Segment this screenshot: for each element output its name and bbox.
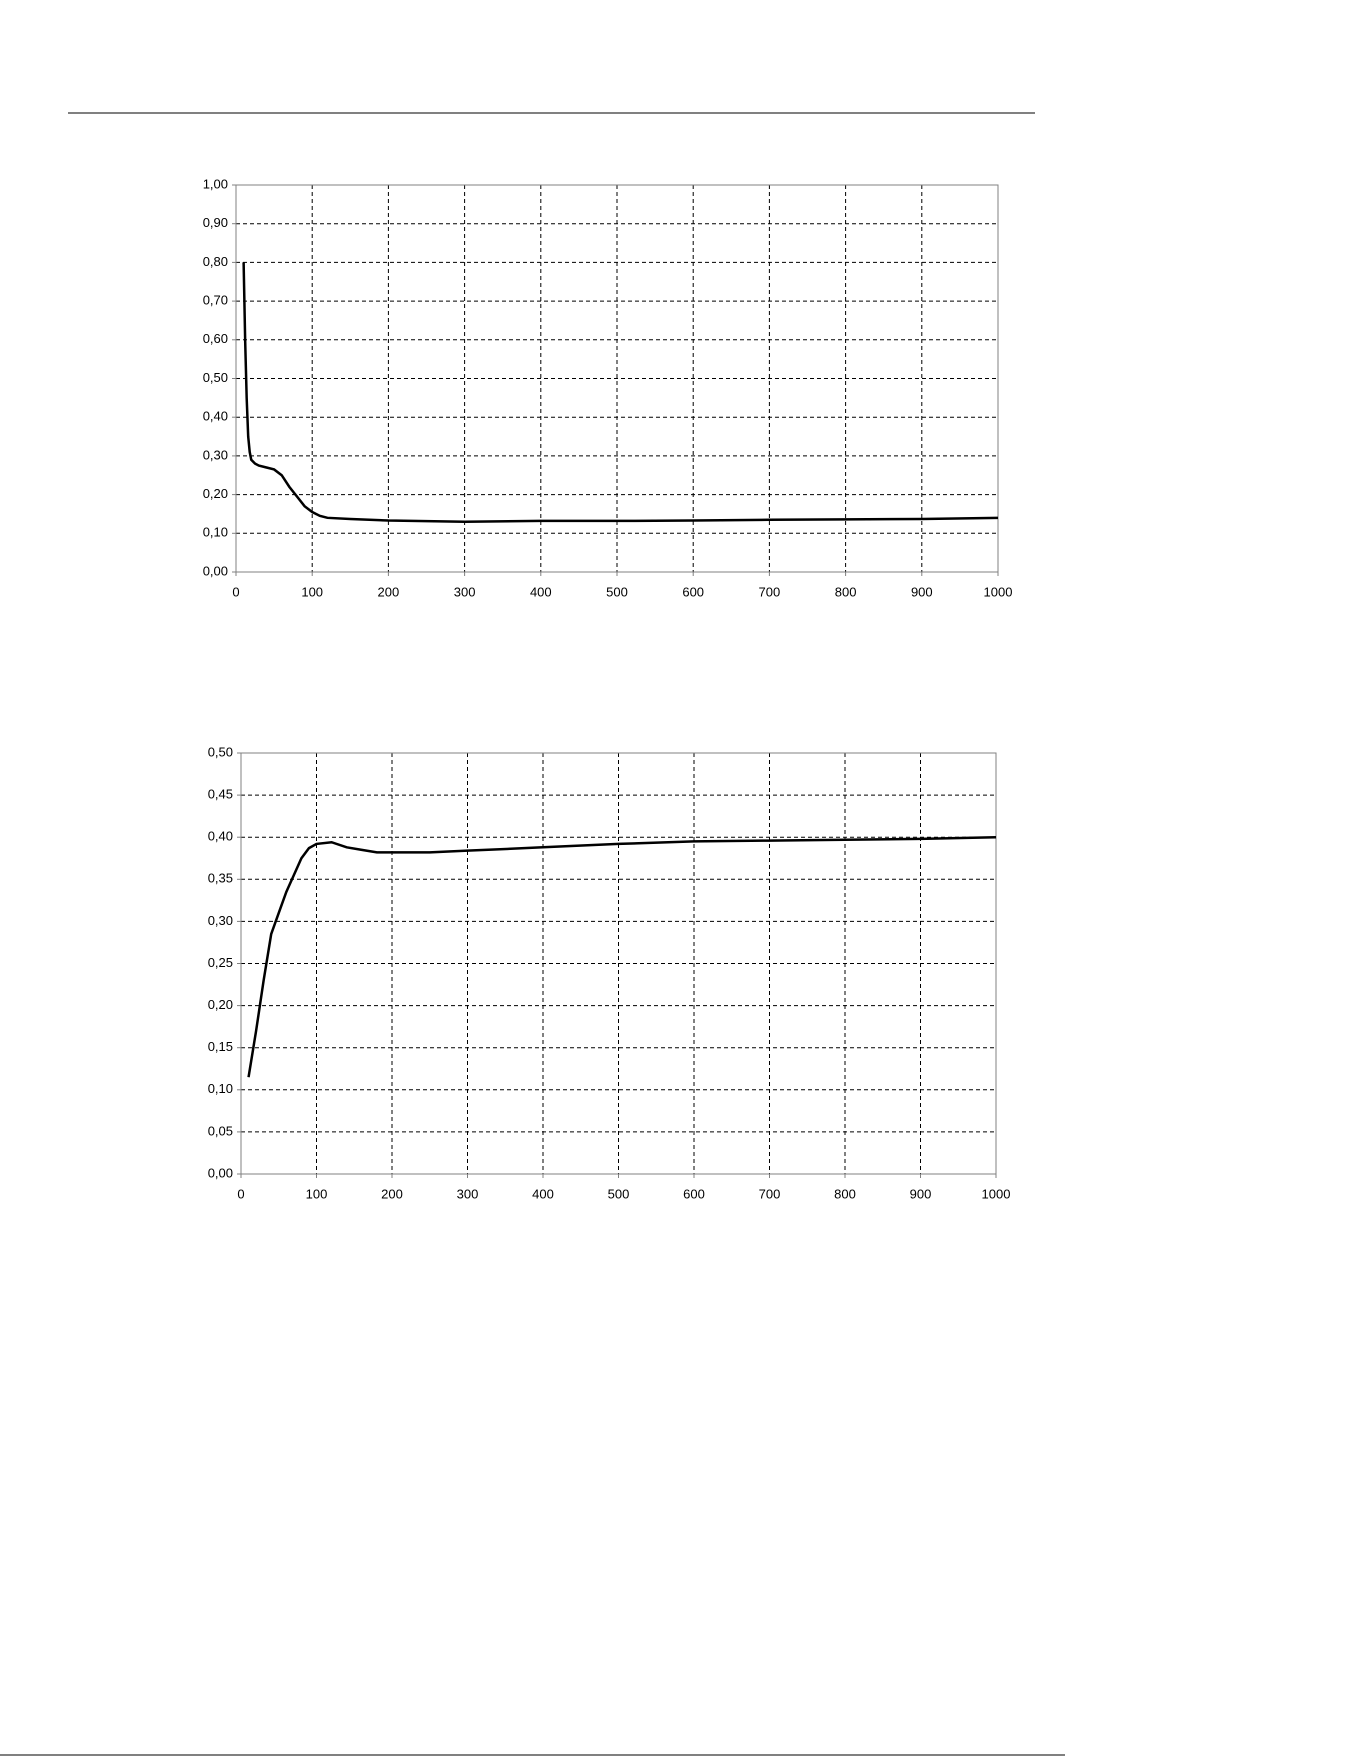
x-tick-label: 500 — [606, 584, 628, 599]
x-tick-label: 900 — [910, 1186, 932, 1201]
data-line — [247, 835, 997, 1078]
x-tick-label: 200 — [378, 584, 400, 599]
y-tick-label: 0,00 — [203, 563, 228, 578]
y-tick-label: 0,70 — [203, 293, 228, 308]
plot-border — [235, 184, 999, 573]
x-tick-label: 0 — [237, 1186, 244, 1201]
x-tick-label: 400 — [532, 1186, 554, 1201]
x-tick-label: 800 — [834, 1186, 856, 1201]
x-tick-label: 400 — [530, 584, 552, 599]
x-tick-label: 900 — [911, 584, 933, 599]
x-tick-label: 800 — [835, 584, 857, 599]
y-tick-label: 0,50 — [208, 744, 233, 759]
y-tick-label: 0,80 — [203, 254, 228, 269]
x-tick-label: 300 — [457, 1186, 479, 1201]
y-tick-label: 0,30 — [203, 447, 228, 462]
x-tick-label: 600 — [682, 584, 704, 599]
x-tick-label: 700 — [759, 1186, 781, 1201]
x-tick-label: 600 — [683, 1186, 705, 1201]
y-tick-label: 0,45 — [208, 787, 233, 802]
y-tick-label: 0,90 — [203, 215, 228, 230]
x-tick-label: 300 — [454, 584, 476, 599]
x-tick-label: 500 — [608, 1186, 630, 1201]
y-tick-label: 0,35 — [208, 871, 233, 886]
y-tick-label: 0,40 — [203, 409, 228, 424]
x-tick-label: 700 — [759, 584, 781, 599]
y-tick-label: 0,20 — [208, 997, 233, 1012]
y-tick-label: 0,50 — [203, 370, 228, 385]
x-tick-label: 100 — [306, 1186, 328, 1201]
y-tick-label: 1,00 — [203, 176, 228, 191]
y-tick-label: 0,40 — [208, 829, 233, 844]
y-tick-label: 0,00 — [208, 1165, 233, 1180]
y-tick-label: 0,10 — [203, 525, 228, 540]
y-tick-label: 0,30 — [208, 913, 233, 928]
y-tick-label: 0,05 — [208, 1123, 233, 1138]
data-line — [242, 262, 999, 523]
plot-border — [240, 752, 997, 1175]
x-tick-label: 1000 — [984, 584, 1013, 599]
y-tick-label: 0,10 — [208, 1081, 233, 1096]
x-tick-label: 1000 — [982, 1186, 1011, 1201]
x-tick-label: 0 — [232, 584, 239, 599]
x-tick-label: 100 — [301, 584, 323, 599]
y-tick-label: 0,60 — [203, 331, 228, 346]
x-tick-label: 200 — [381, 1186, 403, 1201]
y-tick-label: 0,15 — [208, 1039, 233, 1054]
y-tick-label: 0,25 — [208, 955, 233, 970]
y-tick-label: 0,20 — [203, 486, 228, 501]
